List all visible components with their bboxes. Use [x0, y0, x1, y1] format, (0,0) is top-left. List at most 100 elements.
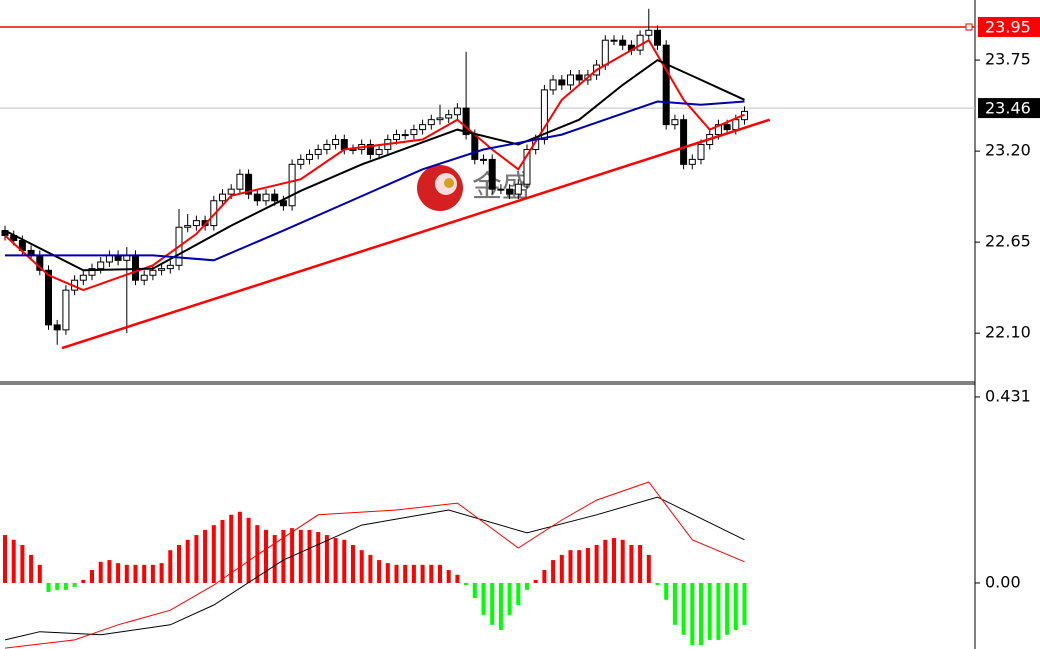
histogram-bar — [403, 564, 408, 583]
histogram-bar — [490, 582, 495, 625]
candle-body — [662, 44, 670, 126]
candle-body — [688, 158, 696, 165]
histogram-bar — [385, 563, 390, 583]
candle-body — [671, 119, 679, 126]
histogram-bar — [185, 539, 190, 583]
histogram-bar — [46, 582, 51, 593]
histogram-bar — [264, 529, 268, 583]
histogram-bar — [612, 538, 616, 583]
candle-body — [323, 143, 331, 150]
candle-body — [349, 148, 357, 151]
candle-body — [262, 193, 270, 202]
candle-body — [636, 34, 644, 51]
candle-body — [210, 200, 218, 227]
histogram-bar — [525, 582, 529, 590]
histogram-bar — [507, 582, 512, 615]
candle-body — [497, 188, 505, 191]
candle-body — [427, 119, 435, 126]
trendline — [61, 118, 771, 350]
histogram-bar — [411, 564, 416, 583]
histogram-bar — [472, 582, 477, 599]
histogram-bar — [481, 582, 486, 615]
histogram-bar — [324, 535, 329, 583]
histogram-bar — [568, 550, 573, 583]
histogram-bar — [194, 535, 199, 583]
candle-body — [480, 158, 487, 161]
histogram-bar — [255, 525, 260, 583]
candle-body — [654, 29, 661, 46]
candle-body — [314, 148, 322, 155]
candle-body — [714, 124, 722, 136]
histogram-bar — [498, 582, 503, 631]
level-marker — [965, 23, 973, 31]
histogram-bar — [516, 582, 521, 605]
histogram-bar — [211, 525, 216, 583]
histogram-bar — [124, 564, 129, 583]
candle-body — [88, 268, 96, 276]
histogram-bar — [716, 582, 721, 640]
histogram-bar — [664, 582, 669, 600]
candle-body — [366, 143, 374, 155]
candle-body — [436, 117, 444, 121]
histogram-bar — [577, 550, 582, 583]
last-price-label: 23.46 — [985, 99, 1031, 118]
candle-body — [166, 264, 174, 270]
candle-body — [253, 193, 261, 202]
histogram-bar — [394, 564, 399, 583]
histogram-bar — [672, 582, 677, 625]
histogram-bar — [620, 539, 625, 583]
candle-body — [245, 173, 253, 195]
candle-body — [393, 134, 400, 141]
histogram-bar — [72, 582, 77, 587]
histogram-bar — [420, 564, 425, 583]
histogram-bar — [559, 554, 564, 583]
histogram-bar — [20, 544, 25, 583]
candle-body — [471, 134, 479, 160]
candle-body — [297, 158, 305, 165]
histogram-bar — [168, 550, 173, 583]
histogram-bar — [229, 514, 234, 583]
histogram-bar — [37, 564, 42, 583]
candle-body — [45, 269, 52, 326]
histogram-bar — [237, 511, 242, 583]
histogram-bar — [133, 564, 138, 583]
histogram-bar — [438, 564, 442, 583]
candle-body — [575, 74, 583, 81]
candle-body — [549, 79, 557, 91]
histogram-bar — [90, 570, 94, 583]
candle-body — [445, 114, 453, 119]
candle-body — [149, 269, 157, 276]
candle-body — [732, 119, 740, 131]
histogram-bar — [298, 529, 303, 583]
histogram-bar — [707, 582, 712, 640]
histogram-bar — [585, 548, 590, 583]
candle-body — [53, 324, 61, 331]
candle-body — [680, 119, 688, 165]
candle-body — [375, 148, 383, 155]
histogram-bar — [699, 582, 703, 646]
candle-body — [306, 153, 313, 160]
candle-body — [523, 148, 531, 185]
candle-body — [279, 200, 287, 207]
candle-body — [332, 139, 340, 145]
candle-body — [610, 39, 618, 42]
histogram-bar — [159, 563, 164, 583]
histogram-bar — [377, 560, 382, 583]
histogram-bar — [142, 564, 147, 583]
histogram-bar — [533, 579, 538, 583]
histogram-bar — [220, 519, 225, 583]
moving-average — [4, 58, 745, 272]
candle-body — [462, 107, 470, 136]
candle-body — [236, 173, 244, 190]
histogram-bar — [733, 582, 738, 631]
moving-average — [5, 100, 745, 262]
histogram-bar — [742, 582, 747, 625]
histogram-bar — [725, 582, 730, 635]
histogram-bar — [638, 544, 643, 583]
histogram-bar — [603, 539, 608, 583]
candle-body — [567, 74, 574, 86]
y-tick-label: 22.10 — [985, 323, 1031, 342]
candle-body — [192, 220, 200, 227]
